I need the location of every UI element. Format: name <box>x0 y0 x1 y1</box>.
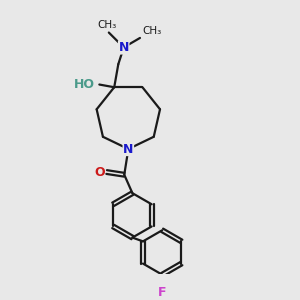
Text: N: N <box>123 142 134 155</box>
Text: CH₃: CH₃ <box>142 26 161 36</box>
Text: F: F <box>158 286 167 299</box>
Text: O: O <box>95 166 105 178</box>
Text: CH₃: CH₃ <box>97 20 116 30</box>
Text: HO: HO <box>74 78 95 91</box>
Text: N: N <box>118 41 129 54</box>
